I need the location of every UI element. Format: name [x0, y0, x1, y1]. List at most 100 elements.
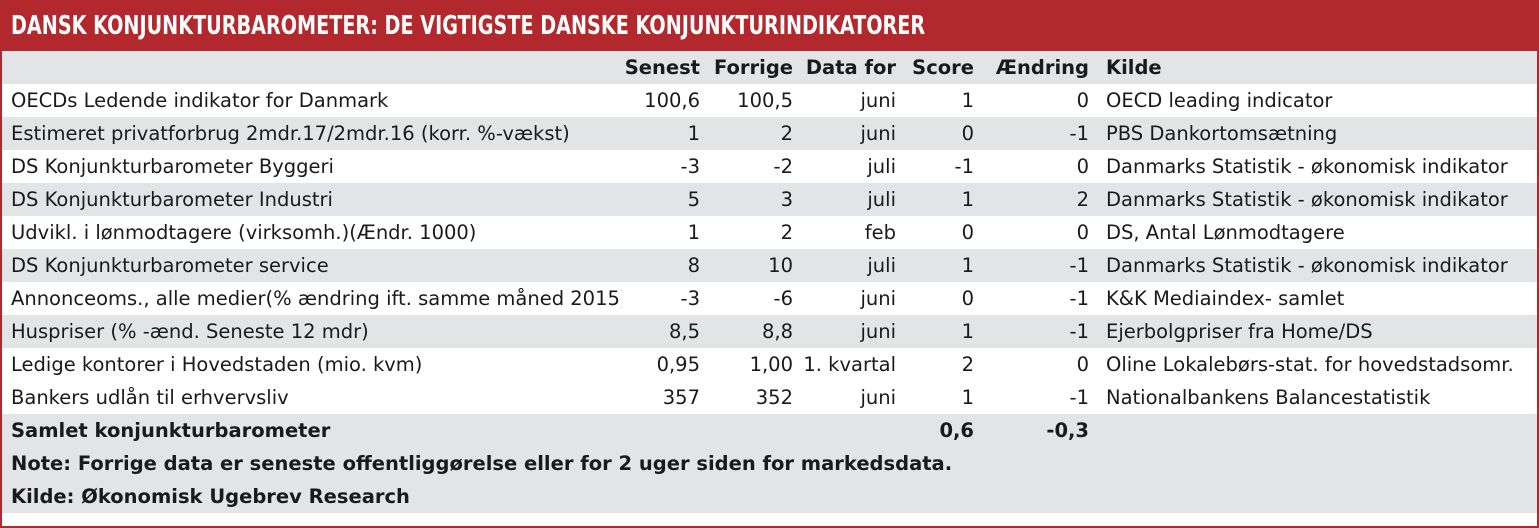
cell-forrige: 3: [700, 183, 793, 216]
cell-score: 2: [896, 348, 974, 381]
cell-senest: 0,95: [622, 348, 700, 381]
cell-senest: -3: [622, 282, 700, 315]
cell-kilde: Ejerbolgpriser fra Home/DS: [1089, 315, 1537, 348]
cell-kilde: OECD leading indicator: [1089, 84, 1537, 117]
table-row: DS Konjunkturbarometer Industri 5 3 juli…: [2, 183, 1537, 216]
cell-indicator: Ledige kontorer i Hovedstaden (mio. kvm): [2, 348, 622, 381]
cell-senest: 1: [622, 216, 700, 249]
indicator-table: Senest Forrige Data for Score Ændring Ki…: [2, 51, 1537, 447]
cell-aendring: 0: [974, 150, 1089, 183]
cell-data-for: juli: [793, 249, 896, 282]
table-row: Huspriser (% -ænd. Seneste 12 mdr) 8,5 8…: [2, 315, 1537, 348]
cell-kilde: Nationalbankens Balancestatistik: [1089, 381, 1537, 414]
cell-kilde: DS, Antal Lønmodtagere: [1089, 216, 1537, 249]
col-header-data-for: Data for: [793, 51, 896, 84]
cell-forrige: -2: [700, 150, 793, 183]
cell-score: 1: [896, 315, 974, 348]
col-header-score: Score: [896, 51, 974, 84]
table-row: Bankers udlån til erhvervsliv 357 352 ju…: [2, 381, 1537, 414]
cell-indicator: OECDs Ledende indikator for Danmark: [2, 84, 622, 117]
table-title-bar: DANSK KONJUNKTURBAROMETER: DE VIGTIGSTE …: [2, 2, 1537, 51]
cell-forrige: 8,8: [700, 315, 793, 348]
cell-senest: 8,5: [622, 315, 700, 348]
cell-senest: -3: [622, 150, 700, 183]
total-empty-kilde: [1089, 414, 1537, 447]
cell-indicator: Estimeret privatforbrug 2mdr.17/2mdr.16 …: [2, 117, 622, 150]
table-row: Annonceoms., alle medier(% ændring ift. …: [2, 282, 1537, 315]
col-header-aendring: Ændring: [974, 51, 1089, 84]
cell-score: 0: [896, 216, 974, 249]
cell-senest: 1: [622, 117, 700, 150]
cell-aendring: -1: [974, 282, 1089, 315]
cell-data-for: juni: [793, 84, 896, 117]
cell-kilde: PBS Dankortomsætning: [1089, 117, 1537, 150]
table-header-row: Senest Forrige Data for Score Ændring Ki…: [2, 51, 1537, 84]
cell-aendring: -1: [974, 315, 1089, 348]
cell-indicator: DS Konjunkturbarometer service: [2, 249, 622, 282]
cell-kilde: Danmarks Statistik - økonomisk indikator: [1089, 183, 1537, 216]
cell-aendring: 0: [974, 216, 1089, 249]
cell-data-for: juli: [793, 183, 896, 216]
cell-score: 1: [896, 183, 974, 216]
total-empty-senest: [622, 414, 700, 447]
cell-kilde: Danmarks Statistik - økonomisk indikator: [1089, 249, 1537, 282]
cell-kilde: Oline Lokalebørs-stat. for hovedstadsomr…: [1089, 348, 1537, 381]
total-empty-data-for: [793, 414, 896, 447]
cell-data-for: juli: [793, 150, 896, 183]
cell-kilde: Danmarks Statistik - økonomisk indikator: [1089, 150, 1537, 183]
cell-aendring: -1: [974, 381, 1089, 414]
cell-score: 1: [896, 84, 974, 117]
col-header-senest: Senest: [622, 51, 700, 84]
table-row: DS Konjunkturbarometer Byggeri -3 -2 jul…: [2, 150, 1537, 183]
cell-aendring: 0: [974, 348, 1089, 381]
cell-data-for: juni: [793, 282, 896, 315]
cell-indicator: Udvikl. i lønmodtagere (virksomh.)(Ændr.…: [2, 216, 622, 249]
cell-senest: 8: [622, 249, 700, 282]
cell-score: 1: [896, 381, 974, 414]
col-header-kilde: Kilde: [1089, 51, 1537, 84]
cell-forrige: 352: [700, 381, 793, 414]
source-line: Kilde: Økonomisk Ugebrev Research: [2, 480, 1537, 513]
cell-aendring: -1: [974, 117, 1089, 150]
total-aendring: -0,3: [974, 414, 1089, 447]
cell-indicator: DS Konjunkturbarometer Industri: [2, 183, 622, 216]
col-header-indicator: [2, 51, 622, 84]
cell-forrige: -6: [700, 282, 793, 315]
footnote: Note: Forrige data er seneste offentligg…: [2, 447, 1537, 480]
col-header-forrige: Forrige: [700, 51, 793, 84]
total-row: Samlet konjunkturbarometer 0,6 -0,3: [2, 414, 1537, 447]
total-score: 0,6: [896, 414, 974, 447]
total-empty-forrige: [700, 414, 793, 447]
cell-data-for: juni: [793, 117, 896, 150]
cell-forrige: 1,00: [700, 348, 793, 381]
cell-senest: 357: [622, 381, 700, 414]
cell-data-for: 1. kvartal: [793, 348, 896, 381]
cell-indicator: DS Konjunkturbarometer Byggeri: [2, 150, 622, 183]
total-label: Samlet konjunkturbarometer: [2, 414, 622, 447]
cell-forrige: 2: [700, 216, 793, 249]
cell-indicator: Annonceoms., alle medier(% ændring ift. …: [2, 282, 622, 315]
cell-aendring: 0: [974, 84, 1089, 117]
cell-score: 0: [896, 282, 974, 315]
table-row: DS Konjunkturbarometer service 8 10 juli…: [2, 249, 1537, 282]
cell-aendring: 2: [974, 183, 1089, 216]
table-row: Ledige kontorer i Hovedstaden (mio. kvm)…: [2, 348, 1537, 381]
cell-data-for: juni: [793, 381, 896, 414]
cell-senest: 100,6: [622, 84, 700, 117]
cell-forrige: 100,5: [700, 84, 793, 117]
cell-score: 0: [896, 117, 974, 150]
cell-senest: 5: [622, 183, 700, 216]
cell-data-for: juni: [793, 315, 896, 348]
cell-data-for: feb: [793, 216, 896, 249]
cell-indicator: Huspriser (% -ænd. Seneste 12 mdr): [2, 315, 622, 348]
cell-kilde: K&K Mediaindex- samlet: [1089, 282, 1537, 315]
cell-forrige: 2: [700, 117, 793, 150]
cell-score: -1: [896, 150, 974, 183]
table-row: Udvikl. i lønmodtagere (virksomh.)(Ændr.…: [2, 216, 1537, 249]
cell-forrige: 10: [700, 249, 793, 282]
table-footer: Note: Forrige data er seneste offentligg…: [2, 447, 1537, 513]
cell-aendring: -1: [974, 249, 1089, 282]
cell-indicator: Bankers udlån til erhvervsliv: [2, 381, 622, 414]
table-row: Estimeret privatforbrug 2mdr.17/2mdr.16 …: [2, 117, 1537, 150]
